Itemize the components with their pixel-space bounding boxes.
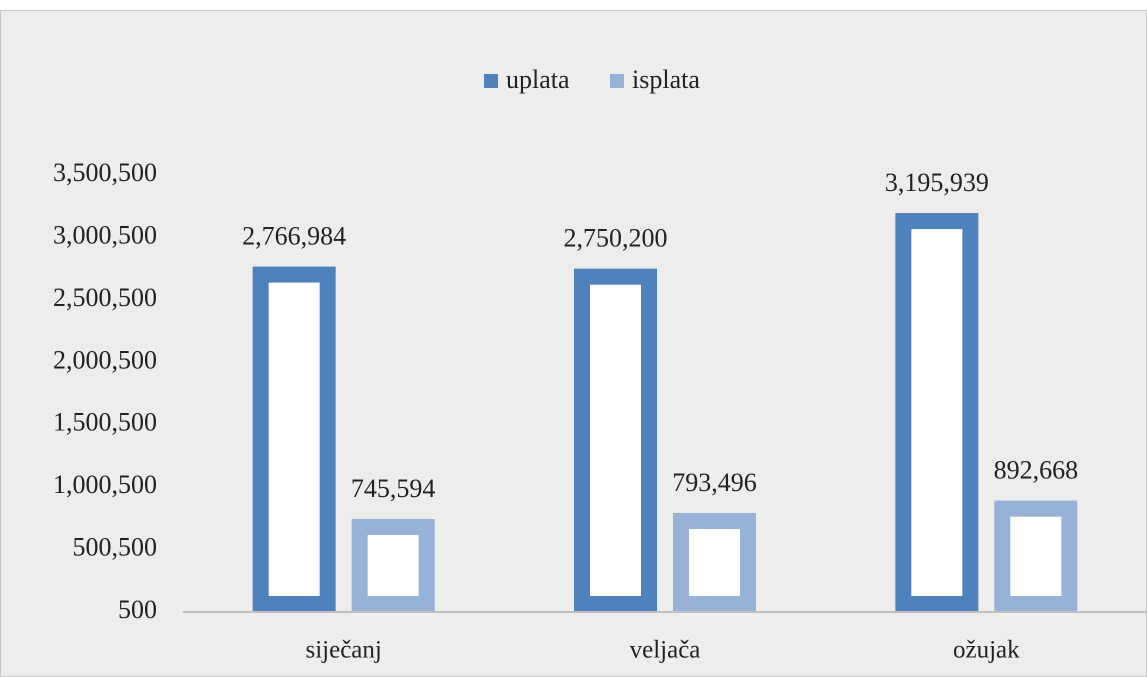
data-label: 3,195,939 (885, 168, 989, 197)
bar (252, 266, 336, 612)
y-tick-label: 500,500 (73, 533, 158, 562)
legend-swatch (610, 74, 624, 88)
data-label: 745,594 (351, 474, 436, 503)
y-tick-label: 2,000,500 (53, 345, 157, 374)
data-label: 892,668 (994, 456, 1079, 485)
x-tick-label: veljača (630, 637, 701, 664)
x-tick-label: siječanj (305, 637, 381, 664)
y-tick-label: 1,500,500 (53, 408, 157, 437)
y-tick-label: 3,500,500 (53, 158, 157, 187)
legend-label: isplata (632, 65, 700, 94)
x-tick-label: ožujak (953, 637, 1020, 664)
bar (673, 512, 756, 612)
y-tick-label: 3,000,500 (53, 220, 157, 249)
legend-label: uplata (506, 65, 570, 94)
data-label: 793,496 (672, 468, 757, 497)
y-tick-label: 2,500,500 (53, 283, 157, 312)
data-label: 2,750,200 (564, 224, 668, 253)
y-tick-label: 500 (118, 595, 157, 624)
bar (994, 500, 1078, 612)
data-label: 2,766,984 (242, 222, 346, 251)
y-tick-label: 1,000,500 (53, 470, 157, 499)
bar (895, 213, 979, 612)
bar (574, 268, 657, 612)
legend-swatch (484, 74, 498, 88)
bar (351, 518, 435, 612)
